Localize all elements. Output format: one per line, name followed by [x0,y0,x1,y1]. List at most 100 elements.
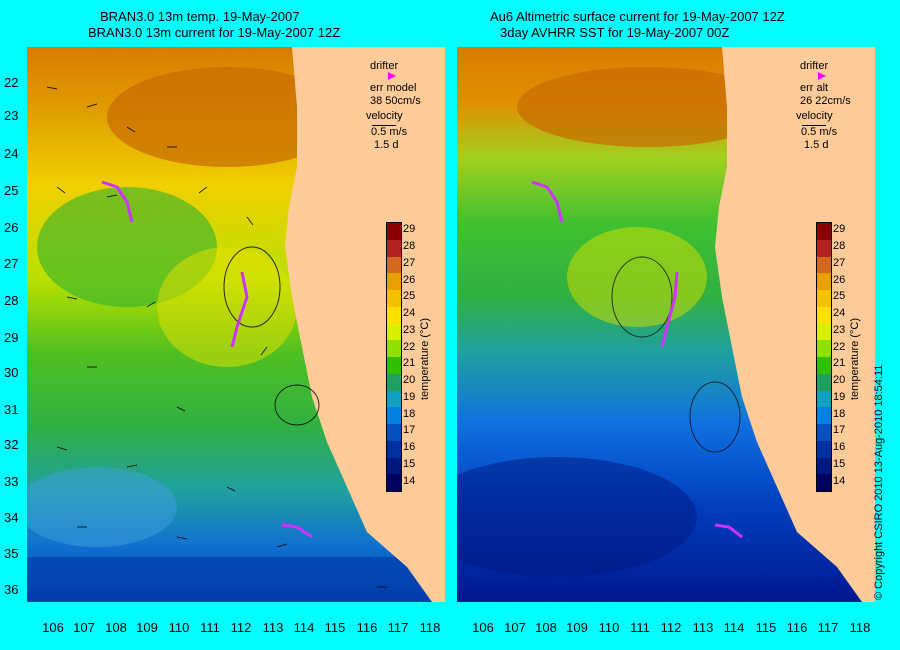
colorbar-segment [387,239,401,257]
left-title-line1: BRAN3.0 13m temp. 19-May-2007 [100,9,300,24]
right-xtick: 108 [535,620,557,635]
left-xtick: 109 [136,620,158,635]
colorbar-label: 24 [403,307,416,320]
left-ytick: 26 [4,220,19,235]
left-xtick: 110 [168,620,190,635]
colorbar-segment [387,373,401,391]
left-ytick: 24 [4,146,19,161]
colorbar-label: 16 [403,441,416,454]
left-ytick: 23 [4,108,19,123]
colorbar-label: 19 [833,390,846,403]
copyright-text: © Copyright CSIRO 2010 13-Aug-2010 18:54… [873,364,885,600]
right-title-line2: 3day AVHRR SST for 19-May-2007 00Z [500,25,730,40]
left-xtick: 107 [73,620,95,635]
colorbar-segment [817,457,831,475]
colorbar-label: 26 [403,273,416,286]
right-xtick: 109 [566,620,588,635]
left-ytick: 33 [4,474,19,489]
colorbar-label: 22 [833,340,846,353]
left-ytick: 27 [4,256,19,271]
colorbar-label: 17 [833,424,846,437]
colorbar-segment [817,390,831,408]
colorbar-label: 29 [833,223,846,236]
left-legend-velocity: velocity [366,110,403,122]
colorbar-segment [387,340,401,357]
right-legend-duration: 1.5 d [804,139,829,151]
left-velocity-arrow-icon [372,125,396,126]
left-map[interactable] [27,47,445,602]
right-xtick: 117 [817,620,839,635]
colorbar-segment [387,306,401,324]
right-xtick: 111 [630,620,650,635]
colorbar-label: 27 [833,256,846,269]
left-ytick: 22 [4,75,19,90]
colorbar-segment [387,474,401,491]
left-ytick: 29 [4,330,19,345]
colorbar-label: 21 [403,357,416,370]
colorbar-segment [387,256,401,274]
right-colorbar [816,222,832,492]
left-drifter-icon [388,72,396,80]
colorbar-label: 15 [833,457,846,470]
colorbar-label: 26 [833,273,846,286]
right-xtick: 107 [504,620,526,635]
colorbar-label: 14 [833,474,846,487]
right-colorbar-title: temperature (°C) [849,317,861,400]
left-xtick: 111 [200,620,220,635]
left-title-line2: BRAN3.0 13m current for 19-May-2007 12Z [88,25,341,40]
colorbar-segment [817,290,831,307]
colorbar-segment [387,357,401,374]
right-drifter-icon [818,72,826,80]
left-legend-err1: err model [370,82,417,94]
left-legend-err2: 38 50cm/s [370,95,421,107]
left-ytick: 25 [4,183,19,198]
right-xtick: 118 [849,620,871,635]
right-map[interactable] [457,47,875,602]
colorbar-segment [817,424,831,441]
right-legend-err1: err alt [800,82,829,94]
right-xtick: 106 [472,620,494,635]
colorbar-label: 27 [403,256,416,269]
colorbar-segment [817,306,831,324]
colorbar-label: 20 [403,374,416,387]
left-ytick: 32 [4,437,19,452]
colorbar-label: 20 [833,374,846,387]
colorbar-segment [387,407,401,424]
colorbar-label: 17 [403,424,416,437]
colorbar-label: 22 [403,340,416,353]
right-xtick: 115 [755,620,777,635]
colorbar-segment [817,323,831,341]
colorbar-label: 19 [403,390,416,403]
right-xtick: 113 [692,620,714,635]
right-legend-drifter: drifter [800,60,829,72]
colorbar-label: 15 [403,457,416,470]
left-ytick: 31 [4,402,19,417]
left-xtick: 114 [293,620,315,635]
left-legend-drifter: drifter [370,60,399,72]
colorbar-segment [817,340,831,357]
colorbar-label: 18 [403,407,416,420]
left-ytick: 30 [4,365,19,380]
right-xtick: 114 [723,620,745,635]
left-ytick: 36 [4,582,19,597]
colorbar-segment [387,390,401,408]
left-ytick: 35 [4,546,19,561]
left-legend-speed: 0.5 m/s [371,126,408,138]
colorbar-segment [387,290,401,307]
left-ytick: 34 [4,510,19,525]
right-legend-velocity: velocity [796,110,833,122]
left-xtick: 115 [324,620,346,635]
left-ytick: 28 [4,293,19,308]
left-colorbar-title: temperature (°C) [419,317,431,400]
colorbar-label: 25 [403,290,416,303]
left-legend-duration: 1.5 d [374,139,399,151]
left-colorbar [386,222,402,492]
colorbar-segment [817,407,831,424]
colorbar-label: 28 [833,240,846,253]
colorbar-label: 29 [403,223,416,236]
left-xtick: 112 [230,620,252,635]
colorbar-label: 14 [403,474,416,487]
right-xtick: 116 [786,620,808,635]
colorbar-segment [817,239,831,257]
right-xtick: 112 [660,620,682,635]
